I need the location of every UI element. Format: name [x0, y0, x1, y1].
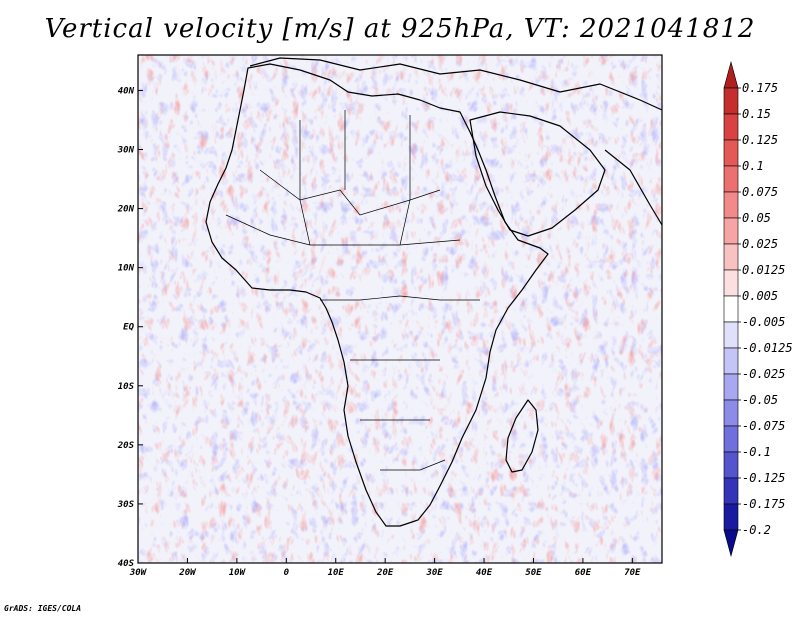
lon-tick-label: 20E [376, 568, 394, 578]
colorbar-segment [723, 477, 739, 505]
lat-tick-label: EQ [123, 323, 134, 333]
coastlines [205, 57, 662, 527]
lat-tick-label: 40N [118, 86, 135, 96]
colorbar-label: -0.005 [742, 315, 785, 329]
colorbar-segment [723, 295, 739, 323]
colorbar-label: 0.0125 [742, 263, 785, 277]
lon-tick-label: 10W [229, 568, 247, 578]
longitude-axis: 30W 20W 10W 0 10E 20E 30E 40E 50E 60E 70E [129, 558, 641, 578]
colorbar-label: -0.0125 [742, 341, 793, 355]
colorbar-label: 0.175 [742, 81, 778, 95]
colorbar-segment [723, 165, 739, 193]
colorbar-label: -0.025 [742, 367, 785, 381]
colorbar-segment [723, 503, 739, 531]
lat-tick-label: 10N [118, 264, 135, 274]
colorbar-segment [723, 243, 739, 271]
colorbar-label: 0.075 [742, 185, 778, 199]
colorbar-label: -0.075 [742, 419, 785, 433]
colorbar-segment [723, 373, 739, 401]
lon-tick-label: 30W [129, 568, 148, 578]
colorbar-label: 0.025 [742, 237, 778, 251]
lon-tick-label: 60E [575, 568, 592, 578]
colorbar-label: 0.005 [742, 289, 778, 303]
colorbar-label: -0.05 [742, 393, 778, 407]
lon-tick-label: 0 [284, 568, 290, 578]
lon-tick-label: 30E [425, 568, 443, 578]
colorbar-segment [723, 399, 739, 427]
africa-coastline [205, 63, 549, 527]
colorbar-label: 0.1 [742, 159, 764, 173]
lon-tick-label: 20W [178, 568, 197, 578]
lon-tick-label: 10E [328, 568, 345, 578]
colorbar-segment [723, 347, 739, 375]
colorbar: 0.175 0.15 0.125 0.1 0.075 0.05 0.025 0.0125 0.0… [723, 60, 793, 558]
country-borders [225, 110, 480, 471]
grads-credit: GrADS: IGES/COLA [4, 604, 82, 613]
lat-tick-label: 30N [117, 146, 135, 156]
map-frame [137, 54, 663, 564]
latitude-axis: 40N 30N 20N 10N EQ 10S 20S 30S 40S [117, 86, 143, 569]
colorbar-label: -0.1 [742, 445, 771, 459]
colorbar-segment [723, 451, 739, 479]
lat-tick-label: 40S [118, 559, 135, 569]
lat-tick-label: 30S [117, 500, 135, 510]
colorbar-label: 0.05 [742, 211, 771, 225]
colorbar-label: 0.15 [742, 107, 771, 121]
vertical-velocity-field [138, 55, 662, 563]
lat-tick-label: 10S [118, 382, 135, 392]
colorbar-segment [723, 191, 739, 219]
colorbar-segment [723, 113, 739, 141]
lon-tick-label: 70E [624, 568, 641, 578]
colorbar-bottom-arrow [723, 529, 739, 558]
colorbar-label: -0.175 [742, 497, 785, 511]
arabia-coastline [469, 111, 606, 237]
lon-tick-label: 40E [476, 568, 493, 578]
map-title: Vertical velocity [m/s] at 925hPa, VT: 2… [44, 14, 756, 44]
colorbar-segment [723, 139, 739, 167]
colorbar-label: -0.2 [742, 523, 771, 537]
colorbar-segment [723, 87, 739, 115]
lon-tick-label: 50E [525, 568, 542, 578]
lat-tick-label: 20S [117, 441, 135, 451]
colorbar-label: -0.125 [742, 471, 785, 485]
colorbar-segment [723, 269, 739, 297]
madagascar-coastline [505, 399, 539, 473]
india-coastline [604, 149, 662, 226]
colorbar-segment [723, 321, 739, 349]
colorbar-label: 0.125 [742, 133, 778, 147]
colorbar-top-arrow [723, 60, 739, 89]
colorbar-segment [723, 425, 739, 453]
colorbar-segment [723, 217, 739, 245]
europe-coastline [249, 57, 662, 111]
lat-tick-label: 20N [117, 205, 135, 215]
